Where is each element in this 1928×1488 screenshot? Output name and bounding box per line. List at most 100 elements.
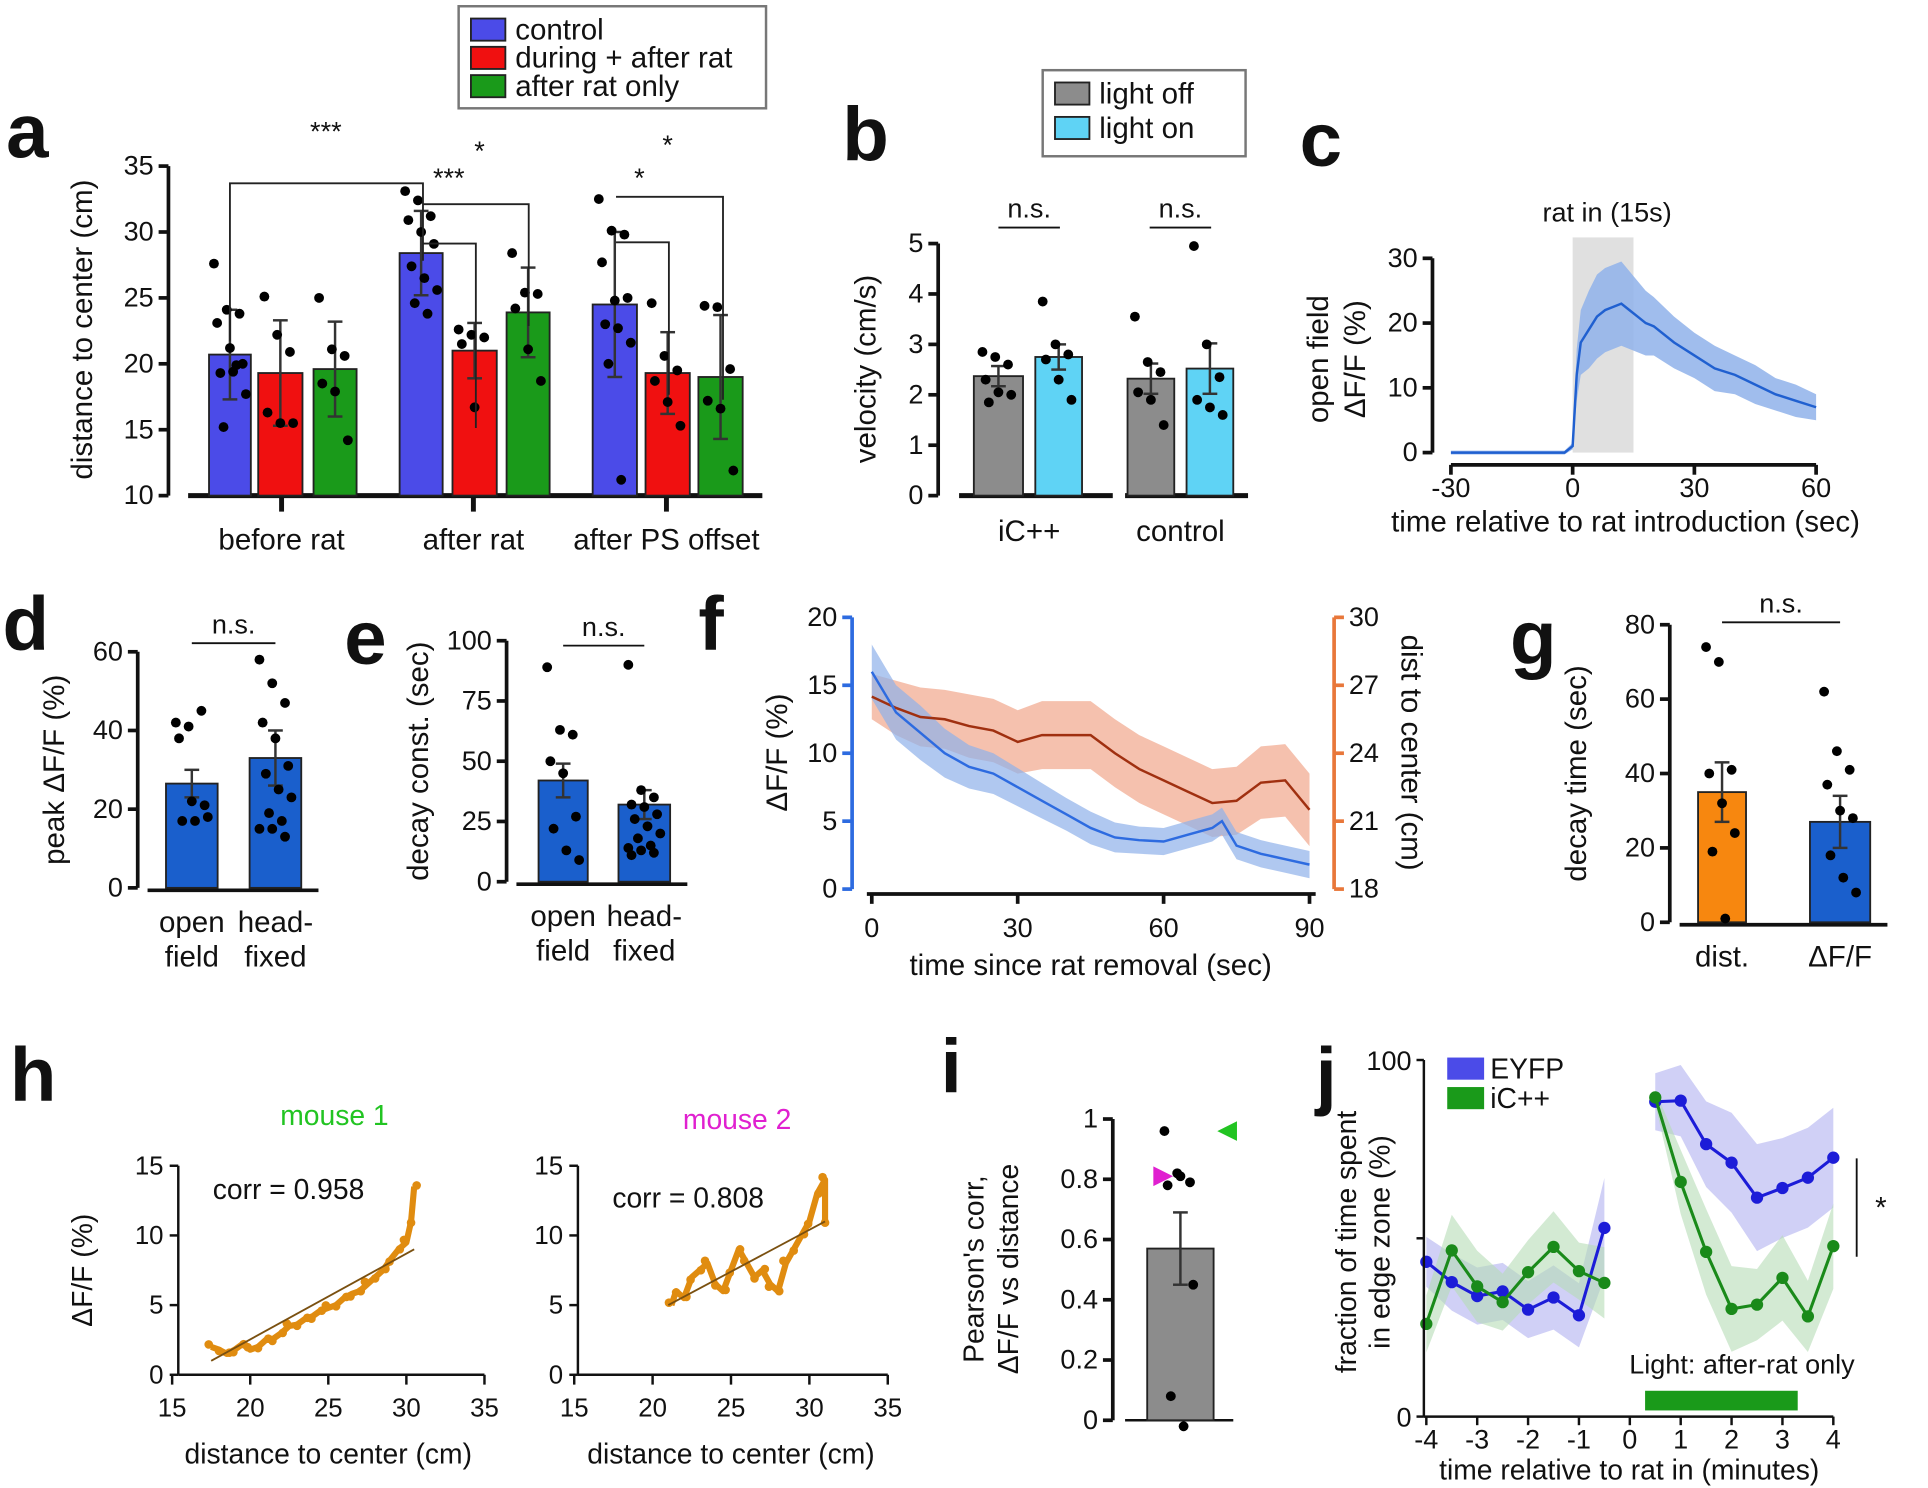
data-point xyxy=(1159,1126,1170,1136)
data-point xyxy=(561,845,572,856)
y-tick-label: 0.8 xyxy=(1060,1164,1098,1194)
y-axis-label: in edge zone (%) xyxy=(1363,1135,1395,1349)
data-point xyxy=(700,1256,710,1266)
y-tick-label: 30 xyxy=(1349,602,1379,632)
data-point xyxy=(603,358,614,369)
data-point xyxy=(789,1246,799,1255)
data-point xyxy=(1155,367,1166,378)
y-tick-label: 25 xyxy=(124,283,154,313)
data-point xyxy=(606,225,617,236)
data-point xyxy=(292,1321,302,1331)
data-point xyxy=(285,347,295,357)
y-tick-label: 0 xyxy=(1397,1402,1412,1432)
significance-label: n.s. xyxy=(1159,194,1203,224)
data-point xyxy=(262,407,273,418)
data-point xyxy=(1445,1276,1458,1289)
data-point xyxy=(432,285,443,295)
x-tick-label: 2 xyxy=(1724,1425,1739,1455)
data-point xyxy=(326,344,337,355)
data-point xyxy=(699,300,710,311)
data-point xyxy=(648,847,659,858)
data-point xyxy=(548,823,559,834)
panel-label: h xyxy=(10,1033,57,1118)
panel-label: a xyxy=(6,89,49,174)
y-tick-label: 0.6 xyxy=(1060,1224,1098,1254)
data-point xyxy=(1720,913,1731,924)
y-tick-label: 75 xyxy=(462,686,492,716)
significance-label: *** xyxy=(433,163,465,193)
panel-label: g xyxy=(1510,596,1557,681)
x-tick-label: 20 xyxy=(638,1395,667,1423)
data-point xyxy=(1471,1289,1484,1303)
data-point xyxy=(636,785,647,796)
data-point xyxy=(286,792,297,803)
y2-axis-label: dist to center (cm) xyxy=(1395,635,1428,871)
x-axis-label: time relative to rat introduction (sec) xyxy=(1391,505,1860,538)
correlation-annotation: corr = 0.958 xyxy=(213,1173,365,1205)
legend-label: control xyxy=(515,13,604,46)
y-tick-label: 60 xyxy=(1625,684,1655,714)
sem-band-dff xyxy=(871,644,1310,879)
x-tick-label: 0 xyxy=(1565,473,1580,503)
data-point xyxy=(1547,1240,1560,1254)
y-tick-label: 15 xyxy=(124,414,154,444)
data-point xyxy=(243,1342,253,1352)
data-point xyxy=(1189,241,1199,251)
data-point xyxy=(413,195,423,206)
x-tick-label: 0 xyxy=(864,913,879,943)
data-point xyxy=(1822,779,1833,790)
y-tick-label: 80 xyxy=(1625,609,1655,639)
y-tick-label: 0 xyxy=(108,872,123,902)
data-point xyxy=(331,1302,341,1311)
data-point xyxy=(574,855,585,865)
data-point xyxy=(774,1286,784,1296)
y-tick-label: 1 xyxy=(1083,1104,1098,1134)
data-point xyxy=(280,831,290,842)
data-point xyxy=(649,376,660,386)
panel-label: d xyxy=(2,581,49,666)
data-trace xyxy=(668,1176,829,1307)
y-tick-label: 0.4 xyxy=(1060,1284,1098,1314)
x-tick-label: -2 xyxy=(1516,1425,1540,1455)
legend-swatch xyxy=(1447,1087,1485,1110)
data-point xyxy=(1725,1156,1738,1169)
significance-label: n.s. xyxy=(1007,194,1051,224)
data-point xyxy=(1420,1317,1433,1331)
data-point xyxy=(983,397,994,408)
data-point xyxy=(545,756,556,767)
data-point xyxy=(1205,402,1215,413)
data-point xyxy=(659,350,670,361)
data-point xyxy=(264,808,274,819)
data-point xyxy=(346,1292,355,1301)
data-point xyxy=(170,717,181,728)
data-point xyxy=(276,816,287,826)
data-point xyxy=(403,215,414,226)
panel-label: b xyxy=(842,92,889,177)
y-tick-label: 100 xyxy=(1366,1046,1411,1076)
data-point xyxy=(616,474,627,485)
y-tick-label: 10 xyxy=(534,1222,563,1250)
data-point xyxy=(625,337,636,348)
data-point xyxy=(425,211,436,222)
y-axis-label: open field xyxy=(1302,295,1335,423)
shaded-region-label: rat in (15s) xyxy=(1542,197,1671,227)
data-point xyxy=(593,194,604,204)
data-point xyxy=(399,1235,409,1245)
data-point xyxy=(510,303,521,314)
y-tick-label: 40 xyxy=(93,715,123,745)
data-point xyxy=(1420,1255,1433,1268)
data-point xyxy=(419,273,430,284)
y-tick-label: 40 xyxy=(1625,758,1655,788)
data-point xyxy=(519,287,530,298)
data-point xyxy=(1750,1191,1764,1204)
x-tick-label: ΔF/F xyxy=(1808,941,1872,974)
data-point xyxy=(1831,746,1842,757)
significance-label: n.s. xyxy=(212,609,256,639)
data-point xyxy=(1572,1309,1586,1322)
data-point xyxy=(1162,1180,1173,1191)
x-tick-label: -1 xyxy=(1567,1425,1591,1455)
data-point xyxy=(1825,850,1836,861)
data-point xyxy=(218,422,229,432)
data-point xyxy=(613,323,623,334)
x-tick-label: -30 xyxy=(1431,473,1470,503)
